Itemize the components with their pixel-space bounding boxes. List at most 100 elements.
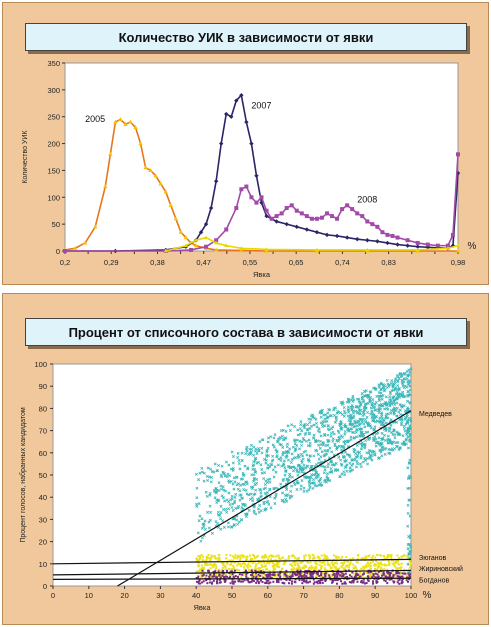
zyuganov-point: [219, 575, 222, 578]
zhirinovsky-point: [267, 582, 270, 585]
medvedev-point: [409, 367, 413, 371]
zhirinovsky-point: [367, 571, 370, 574]
medvedev-point: [285, 442, 289, 446]
medvedev-point: [388, 427, 392, 431]
medvedev-point: [307, 417, 311, 421]
zhirinovsky-point: [221, 574, 224, 577]
zyuganov-point: [390, 559, 393, 562]
zyuganov-point: [375, 553, 378, 556]
zhirinovsky-point: [216, 582, 219, 585]
zyuganov-point: [197, 561, 200, 564]
medvedev-point: [252, 473, 256, 477]
medvedev-point: [275, 450, 279, 454]
medvedev-point: [360, 444, 364, 448]
medvedev-point: [274, 492, 278, 496]
zyuganov-point: [272, 561, 275, 564]
zyuganov-point: [297, 568, 300, 571]
zhirinovsky-point: [387, 572, 390, 575]
zyuganov-point: [396, 578, 399, 581]
medvedev-point: [392, 428, 396, 432]
medvedev-point: [368, 397, 372, 401]
zyuganov-point: [311, 569, 314, 572]
zhirinovsky-point: [277, 574, 280, 577]
zyuganov-point: [265, 568, 268, 571]
zyuganov-point: [368, 565, 371, 568]
medvedev-point: [337, 410, 341, 414]
zhirinovsky-point: [302, 578, 305, 581]
medvedev-point: [406, 429, 410, 433]
medvedev-point: [343, 430, 347, 434]
zhirinovsky-point: [299, 573, 302, 576]
zyuganov-point: [249, 554, 252, 557]
plot-area: [52, 363, 412, 587]
medvedev-point: [328, 446, 332, 450]
zhirinovsky-point: [388, 576, 391, 579]
zyuganov-point: [213, 562, 216, 565]
zyuganov-point: [393, 563, 396, 566]
medvedev-point: [231, 502, 235, 506]
zyuganov-point: [274, 555, 277, 558]
zyuganov-point: [406, 555, 409, 558]
data-point-2005: [168, 202, 174, 207]
medvedev-point: [361, 400, 365, 404]
zyuganov-point: [213, 555, 216, 558]
zyuganov-point: [315, 566, 318, 569]
medvedev-point: [400, 418, 404, 422]
medvedev-point: [206, 466, 210, 470]
medvedev-point: [207, 475, 211, 479]
medvedev-point: [302, 463, 306, 467]
medvedev-point: [307, 438, 311, 442]
medvedev-point: [256, 460, 260, 464]
zyuganov-point: [303, 567, 306, 570]
data-point-2007: [385, 240, 390, 246]
zhirinovsky-point: [372, 574, 375, 577]
y-tick-label: 90: [39, 382, 47, 391]
data-point-yellow: [204, 235, 209, 239]
zhirinovsky-point: [335, 571, 338, 574]
medvedev-point: [202, 522, 206, 526]
series-line-2008: [65, 154, 459, 252]
zhirinovsky-point: [273, 574, 276, 577]
data-point-yellow: [314, 247, 319, 252]
zyuganov-point: [293, 563, 296, 566]
medvedev-point: [245, 492, 249, 496]
zyuganov-point: [241, 556, 244, 559]
medvedev-point: [407, 389, 411, 393]
zhirinovsky-point: [362, 581, 365, 584]
zhirinovsky-point: [324, 574, 327, 577]
medvedev-point: [278, 435, 282, 439]
zyuganov-point: [368, 563, 371, 566]
medvedev-point: [305, 489, 309, 493]
zhirinovsky-point: [348, 574, 351, 577]
zyuganov-point: [367, 564, 370, 567]
medvedev-point: [299, 423, 303, 427]
zyuganov-point: [348, 563, 351, 566]
zyuganov-point: [296, 564, 299, 567]
zhirinovsky-point: [256, 579, 259, 582]
zhirinovsky-point: [232, 575, 235, 578]
medvedev-point: [368, 400, 372, 404]
medvedev-point: [250, 496, 254, 500]
medvedev-point: [308, 481, 312, 485]
zhirinovsky-point: [315, 581, 318, 584]
medvedev-point: [351, 405, 355, 409]
medvedev-point: [306, 464, 310, 468]
data-point-2008: [284, 206, 289, 211]
medvedev-point: [408, 550, 412, 554]
medvedev-point: [214, 486, 218, 490]
zyuganov-point: [340, 566, 343, 569]
data-point-2007: [224, 111, 229, 117]
y-axis-label: Количество УИК: [22, 130, 29, 184]
zyuganov-point: [202, 566, 205, 569]
zhirinovsky-point: [307, 569, 310, 572]
medvedev-point: [402, 377, 406, 381]
medvedev-point: [206, 510, 210, 514]
zhirinovsky-point: [375, 581, 378, 584]
medvedev-point: [383, 438, 387, 442]
medvedev-point: [320, 450, 324, 454]
medvedev-point: [340, 402, 344, 406]
zyuganov-point: [340, 555, 343, 558]
zhirinovsky-point: [336, 571, 339, 574]
medvedev-point: [245, 445, 249, 449]
medvedev-point: [371, 415, 375, 419]
